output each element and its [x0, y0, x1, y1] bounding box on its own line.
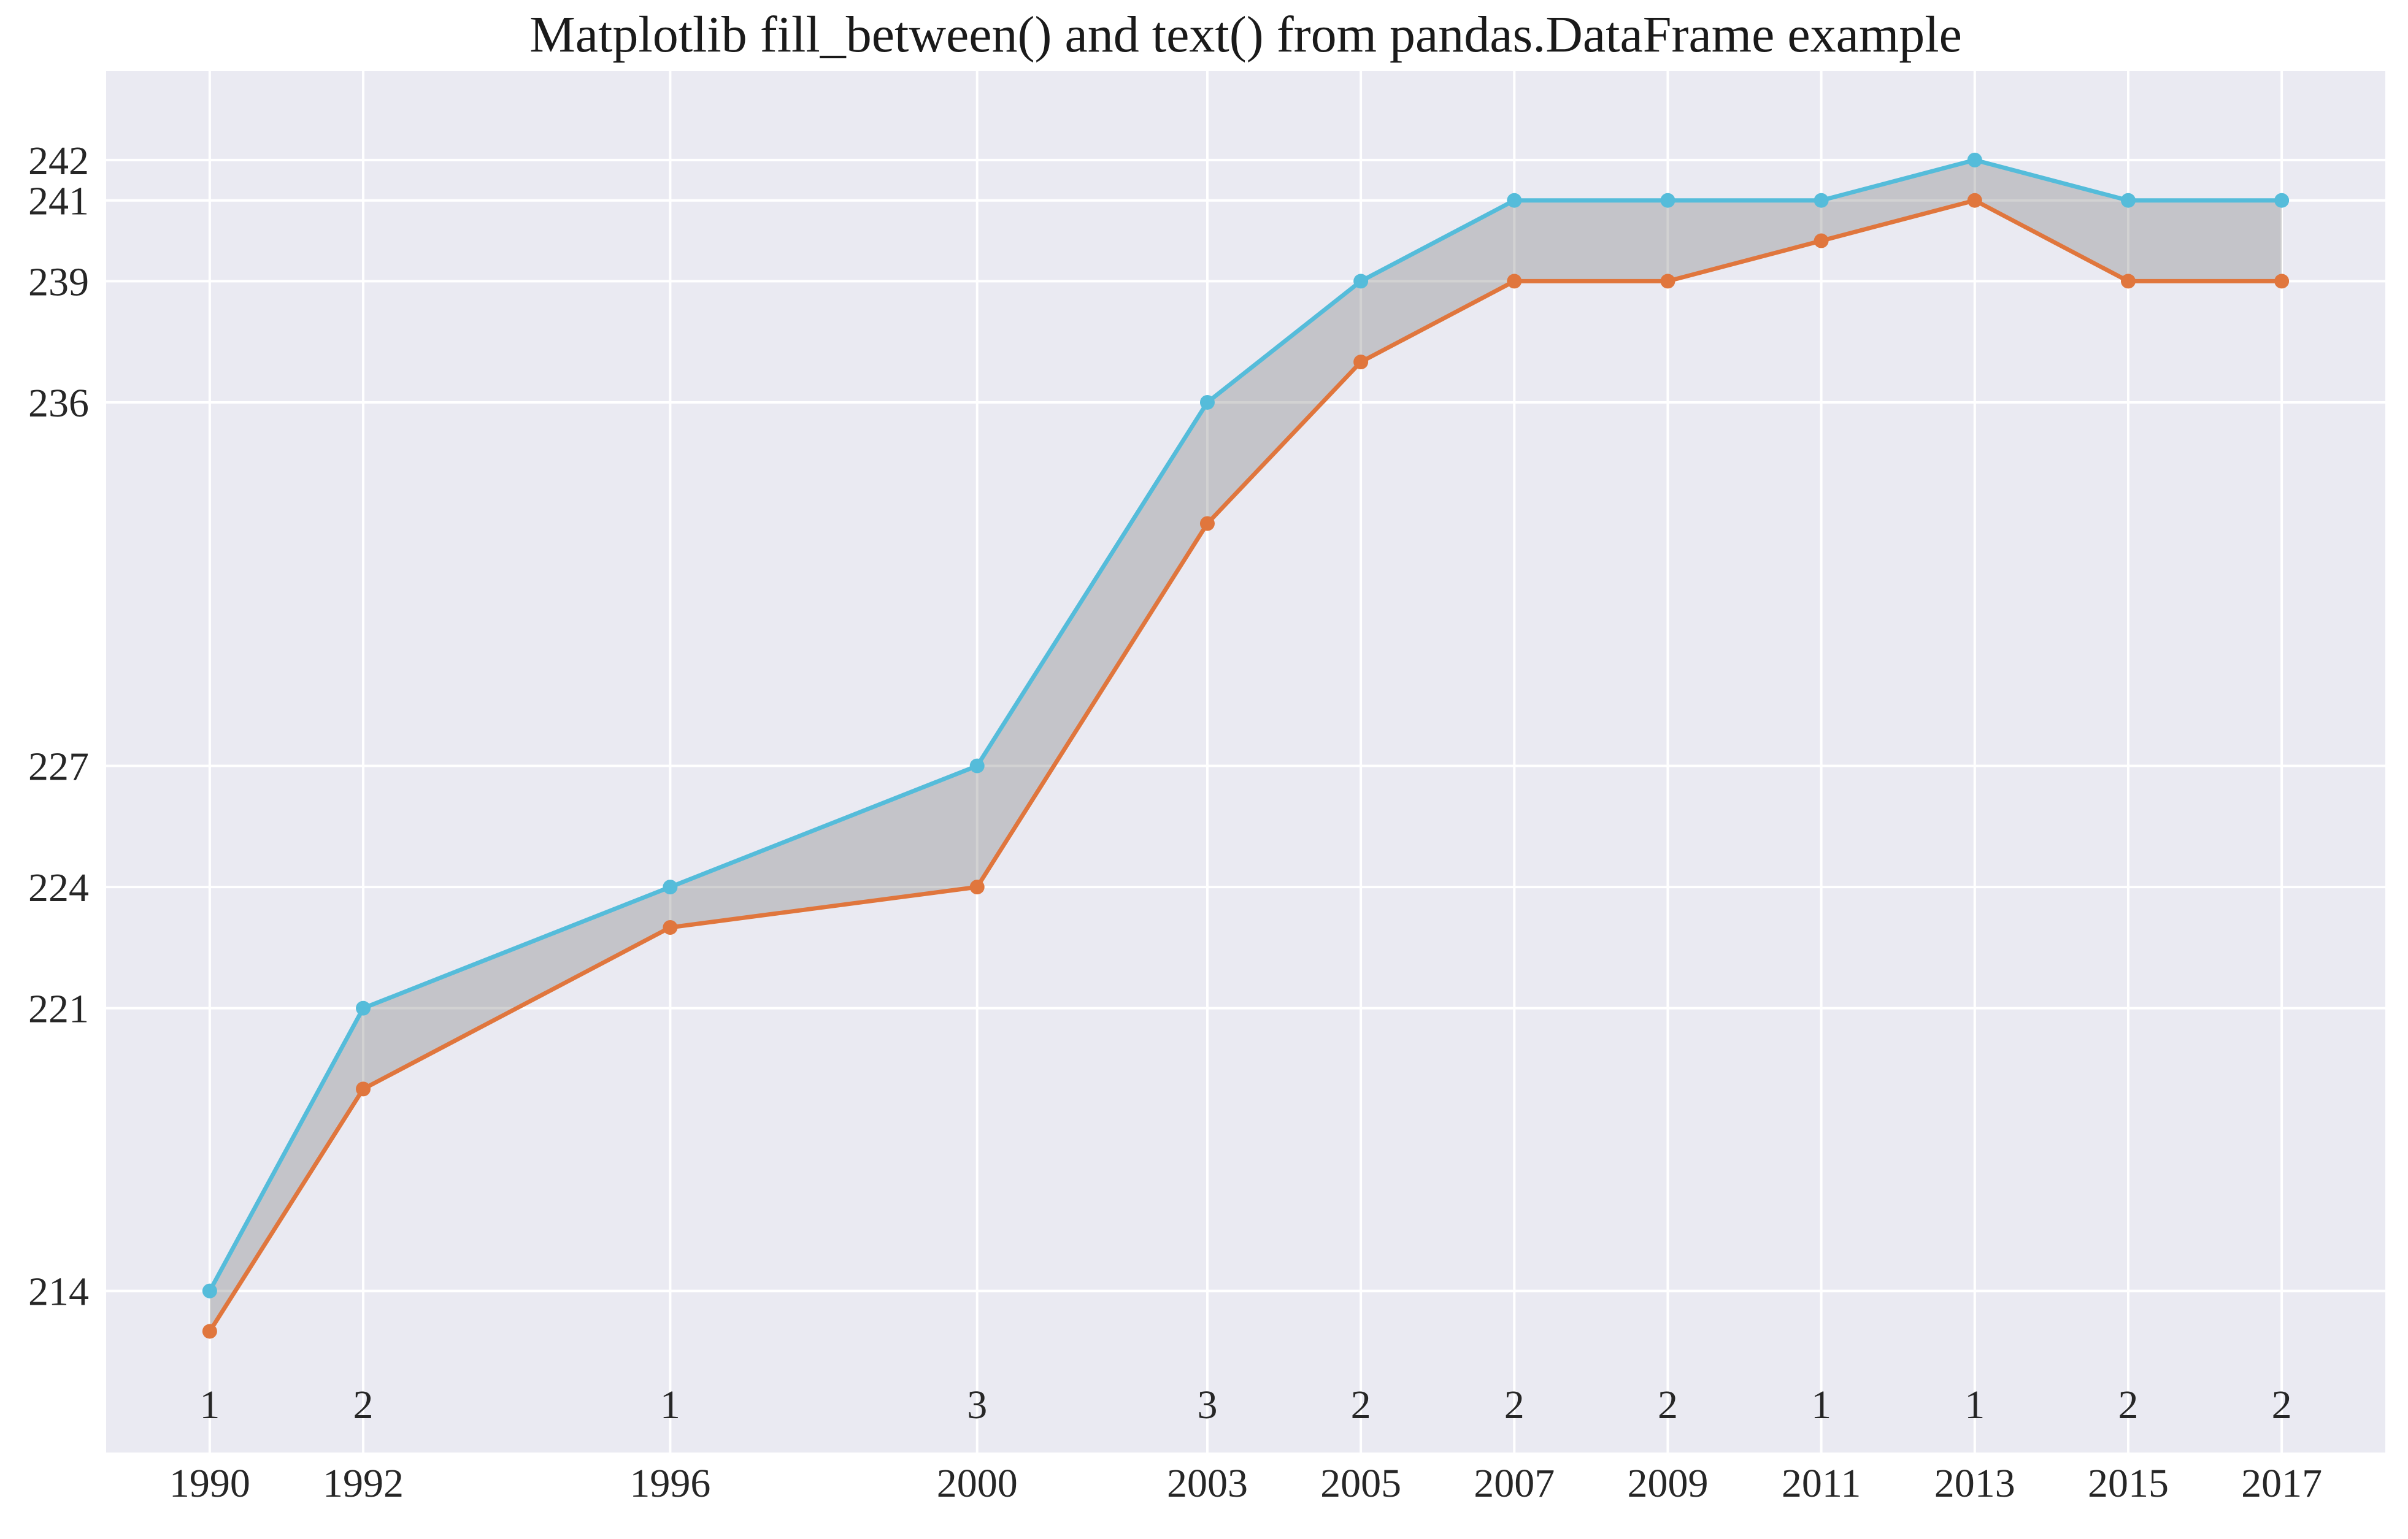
count-annotation: 2	[2118, 1383, 2138, 1427]
lower-point	[663, 919, 678, 935]
plot-background	[106, 71, 2385, 1453]
x-tick-label: 2000	[937, 1461, 1018, 1506]
x-tick-label: 2007	[1474, 1461, 1555, 1506]
lower-point	[1814, 233, 1829, 248]
count-annotation: 1	[1811, 1383, 1831, 1427]
upper-point	[202, 1283, 217, 1299]
count-annotation: 2	[353, 1383, 374, 1427]
y-tick-label: 241	[28, 179, 89, 224]
count-annotation: 3	[967, 1383, 987, 1427]
lower-point	[1660, 274, 1675, 289]
y-tick-label: 239	[28, 259, 89, 304]
lower-point	[202, 1324, 217, 1339]
upper-point	[1353, 274, 1369, 289]
y-tick-label: 224	[28, 865, 89, 910]
x-tick-label: 2003	[1167, 1461, 1248, 1506]
lower-point	[1507, 274, 1522, 289]
count-annotation: 2	[1504, 1383, 1525, 1427]
y-tick-label: 227	[28, 745, 89, 789]
upper-point	[2274, 193, 2290, 208]
chart-title: Matplotlib fill_between() and text() fro…	[529, 6, 1962, 63]
y-tick-label: 214	[28, 1270, 89, 1314]
x-tick-label: 2009	[1627, 1461, 1708, 1506]
x-tick-label: 2013	[1934, 1461, 2015, 1506]
lower-line	[207, 198, 2284, 1334]
x-tick-label: 2015	[2088, 1461, 2169, 1506]
count-annotation: 3	[1197, 1383, 1217, 1427]
count-annotation: 2	[1351, 1383, 1371, 1427]
x-tick-label: 1996	[629, 1461, 710, 1506]
x-tick-label: 2005	[1320, 1461, 1401, 1506]
lower-point	[2120, 274, 2136, 289]
upper-point	[1660, 193, 1675, 208]
x-tick-label: 1990	[169, 1461, 250, 1506]
x-tick-label: 2011	[1782, 1461, 1861, 1506]
y-tick-label: 221	[28, 987, 89, 1032]
upper-line	[207, 158, 2284, 1294]
count-annotation: 2	[2272, 1383, 2292, 1427]
y-tick-label: 236	[28, 381, 89, 426]
x-tick-label: 2017	[2241, 1461, 2322, 1506]
lower-point	[2274, 274, 2290, 289]
upper-point	[1507, 193, 1522, 208]
lower-point	[1353, 355, 1369, 370]
upper-point	[1967, 152, 1982, 167]
count-annotation: 2	[1658, 1383, 1678, 1427]
upper-point	[356, 1000, 371, 1016]
upper-point	[2120, 193, 2136, 208]
upper-point	[969, 758, 985, 773]
upper-point	[1199, 394, 1215, 410]
count-annotation: 1	[660, 1383, 680, 1427]
count-annotation: 1	[199, 1383, 220, 1427]
lower-point	[356, 1081, 371, 1097]
lower-point	[1199, 516, 1215, 531]
fill-between-area	[209, 159, 2282, 1332]
count-annotation: 1	[1964, 1383, 1985, 1427]
y-tick-label: 242	[28, 139, 89, 183]
x-tick-label: 1992	[323, 1461, 404, 1506]
upper-point	[1814, 193, 1829, 208]
upper-point	[663, 880, 678, 895]
lower-point	[969, 880, 985, 895]
lower-point	[1967, 193, 1982, 208]
